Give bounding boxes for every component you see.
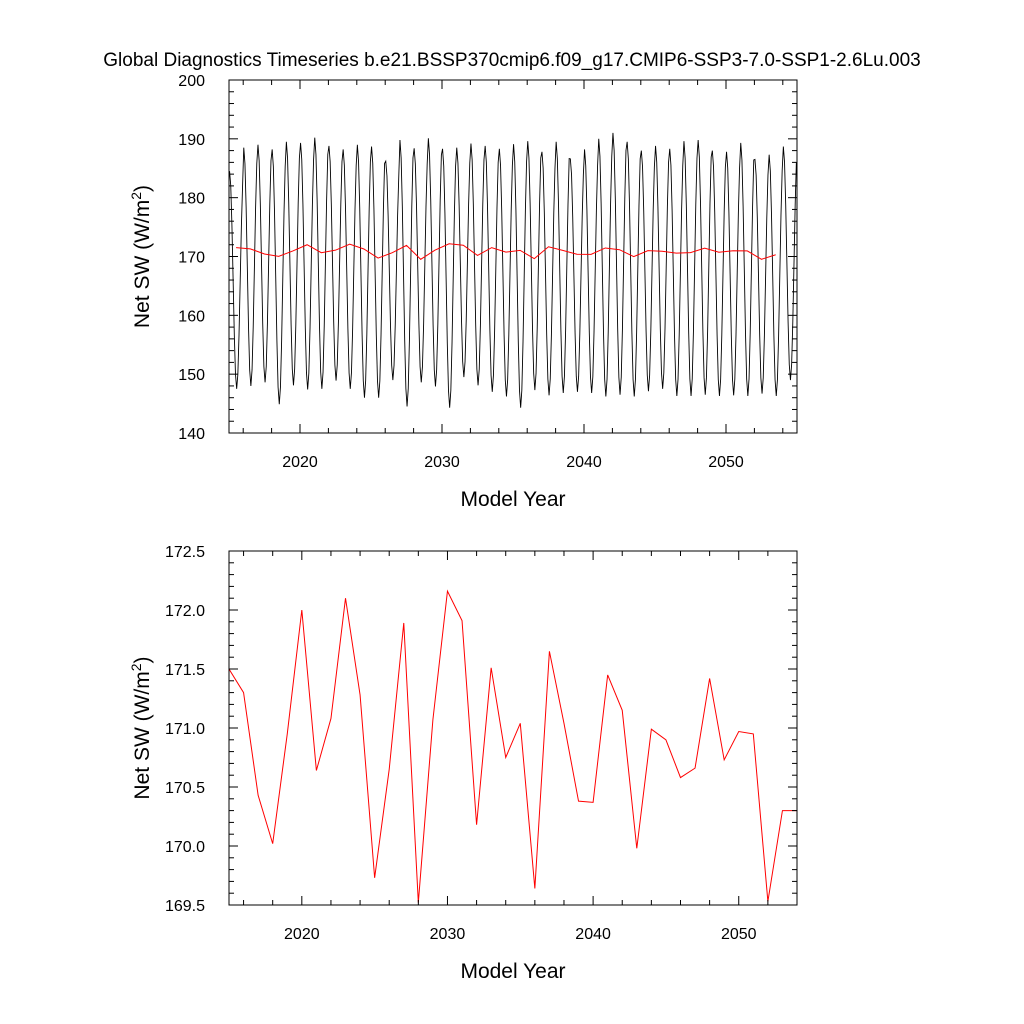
x-axis-label: Model Year	[460, 488, 565, 511]
x-tick-label: 2040	[575, 926, 611, 943]
y-axis-label-close: )	[131, 185, 154, 192]
x-tick-label: 2020	[284, 926, 320, 943]
y-axis-label-superscript: 2	[128, 663, 144, 671]
x-tick-label: 2050	[721, 926, 757, 943]
y-axis-label-superscript: 2	[128, 192, 144, 200]
y-tick-label: 169.5	[165, 898, 205, 915]
y-tick-label: 200	[178, 73, 205, 90]
y-axis-label: Net SW (W/m2)	[128, 185, 154, 328]
y-tick-label: 172.5	[165, 544, 205, 561]
y-axis-label-close: )	[131, 656, 154, 663]
y-tick-label: 170.0	[165, 839, 205, 856]
x-tick-label: 2030	[430, 926, 466, 943]
plot-frame	[228, 79, 798, 434]
series-line-annual-mean	[229, 589, 797, 903]
y-tick-label: 180	[178, 191, 205, 208]
series-line-monthly	[229, 132, 797, 408]
x-tick-label: 2040	[566, 454, 602, 471]
y-tick-label: 172.0	[165, 603, 205, 620]
plot-frame	[228, 550, 798, 906]
bottom-panel: 2020 2030 2040 2050 169.5 170.0 170.5 171.0 171.…	[128, 544, 798, 983]
y-tick-label: 150	[178, 367, 205, 384]
y-tick-label: 171.0	[165, 721, 205, 738]
y-tick-label: 140	[178, 426, 205, 443]
series-line-annual-mean	[236, 243, 776, 260]
figure-title: Global Diagnostics Timeseries b.e21.BSSP…	[103, 50, 920, 71]
x-tick-label: 2030	[424, 454, 460, 471]
top-panel: 2020 2030 2040 2050 140 150 160 170 180 190 200 Mod…	[128, 73, 798, 511]
y-tick-label: 170	[178, 250, 205, 267]
y-axis-label-main: Net SW (W/m	[131, 200, 154, 328]
y-tick-label: 190	[178, 132, 205, 149]
y-axis-label-main: Net SW (W/m	[131, 671, 154, 799]
x-tick-label: 2020	[282, 454, 318, 471]
x-axis-label: Model Year	[460, 960, 565, 983]
y-axis-label: Net SW (W/m2)	[128, 656, 154, 799]
y-tick-label: 160	[178, 308, 205, 325]
y-tick-label: 170.5	[165, 780, 205, 797]
y-tick-label: 171.5	[165, 662, 205, 679]
x-tick-label: 2050	[708, 454, 744, 471]
